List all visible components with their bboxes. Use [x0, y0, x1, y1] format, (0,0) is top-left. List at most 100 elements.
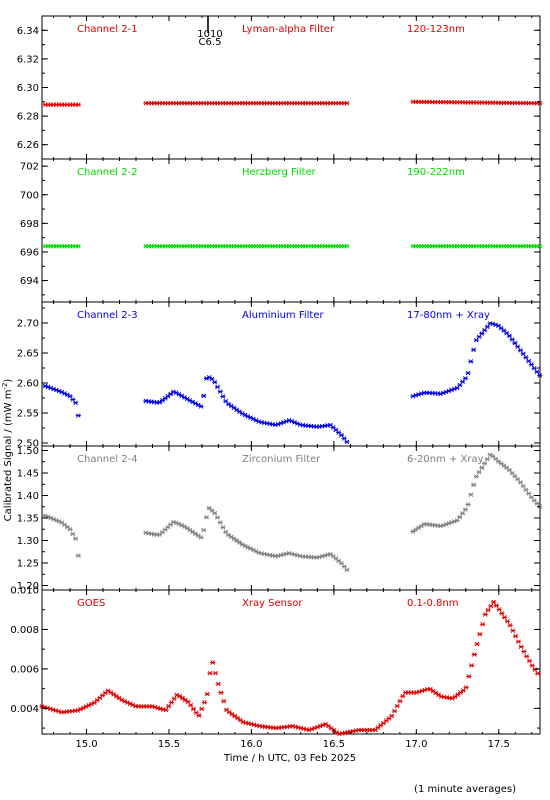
data-point [201, 527, 207, 533]
data-point [517, 347, 524, 353]
data-point [515, 639, 522, 644]
data-point [474, 641, 480, 647]
data-point [72, 400, 79, 406]
data-point [537, 243, 543, 249]
data-point [391, 708, 398, 714]
x-tick-label: 15.5 [158, 739, 180, 750]
data-point [466, 674, 472, 679]
y-tick-label: 0.010 [10, 586, 39, 597]
data-point [192, 531, 199, 537]
data-point [215, 681, 221, 687]
data-point [187, 527, 193, 533]
x-tick-label: 17.5 [488, 739, 510, 750]
data-point [218, 690, 224, 695]
data-point [526, 491, 532, 496]
flare-annotation: 1010 C6.5 [197, 16, 223, 48]
panel-frame [41, 301, 541, 447]
data-point [526, 658, 533, 664]
data-point [465, 502, 471, 507]
chart-panel-4: 1.20 1.25 1.30 1.35 1.40 1.45 1.50 Channel 2-4 Z… [17, 445, 543, 592]
data-point [462, 507, 468, 512]
data-point [234, 538, 240, 543]
data-point [413, 527, 419, 532]
data-point [389, 713, 395, 719]
data-point [535, 671, 541, 676]
data-point [236, 540, 243, 545]
data-point [415, 525, 422, 531]
data-point [214, 515, 221, 520]
data-point [512, 340, 518, 346]
data-point [177, 693, 183, 699]
data-point [212, 670, 219, 676]
chart-panel-5: 15.0 15.5 16.0 16.5 17.0 17.5 0.004 0.006 0.008 0… [10, 586, 541, 750]
y-tick-label: 6.32 [17, 54, 39, 65]
data-point [400, 693, 406, 699]
data-point [433, 690, 439, 696]
data-point [344, 439, 350, 445]
data-point [221, 698, 227, 704]
data-point [528, 495, 535, 500]
data-point [231, 405, 237, 411]
data-point [341, 564, 347, 569]
data-point [531, 498, 537, 503]
data-point [454, 518, 460, 523]
data-point [75, 243, 81, 249]
panel-label: 6-20nm + Xray [407, 454, 484, 465]
data-point [523, 355, 529, 360]
data-point [473, 474, 479, 479]
data-point [471, 652, 477, 657]
y-tick-label: 1.30 [17, 536, 39, 547]
x-tick-label: 16.0 [240, 739, 262, 750]
y-tick-label: 0.004 [10, 704, 39, 715]
data-point [397, 698, 403, 704]
data-point [199, 706, 205, 712]
data-point [509, 470, 515, 476]
data-point [75, 102, 81, 107]
data-point [338, 560, 345, 566]
data-point [502, 615, 508, 620]
y-axis-title-main: Calibrated Signal / (mW m [3, 390, 14, 522]
data-point [217, 389, 223, 394]
data-point [229, 711, 235, 717]
panel-label: Zirconium Filter [242, 454, 321, 465]
data-point [509, 337, 515, 342]
data-point [171, 696, 177, 702]
data-point [482, 461, 488, 466]
data-point [471, 347, 477, 353]
data-point [72, 536, 79, 542]
y-tick-label: 1.50 [17, 446, 39, 457]
data-point [190, 529, 196, 535]
panel-label: Aluminium Filter [242, 310, 325, 321]
data-point [491, 599, 497, 605]
data-point [517, 479, 524, 485]
data-point [537, 373, 543, 378]
data-point [471, 482, 477, 488]
data-point [203, 514, 210, 520]
data-point [204, 691, 210, 697]
data-point [465, 370, 471, 376]
panel-label: Herzberg Filter [242, 167, 317, 178]
x-tick-label: 16.5 [323, 739, 345, 750]
data-point [209, 376, 215, 382]
data-point [67, 393, 73, 399]
y-axis-title-end: ) [3, 379, 14, 383]
data-point [506, 333, 513, 339]
data-point [477, 631, 483, 637]
chart-panels: 6.26 6.28 6.30 6.32 6.34 Channel 2-1 Lyman-alp… [10, 15, 543, 750]
data-point [473, 337, 479, 343]
data-point [534, 501, 540, 506]
data-point [184, 525, 190, 531]
data-point [344, 100, 350, 106]
y-tick-label: 6.28 [17, 112, 39, 123]
data-point [225, 401, 232, 407]
y-tick-label: 0.006 [10, 664, 39, 675]
data-point [105, 688, 111, 694]
y-tick-label: 6.34 [17, 26, 39, 37]
data-point [75, 553, 81, 559]
y-tick-label: 6.26 [17, 140, 39, 151]
y-tick-label: 702 [20, 162, 39, 173]
panel-frame [41, 445, 541, 591]
y-tick-label: 6.30 [17, 83, 39, 94]
data-point [529, 663, 535, 668]
